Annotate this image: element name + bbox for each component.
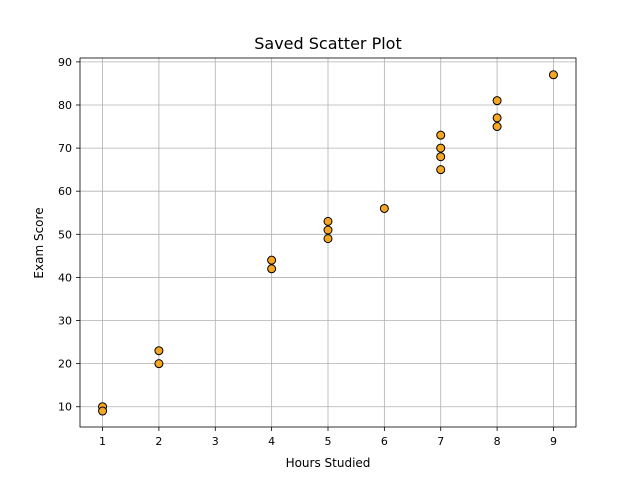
scatter-point — [436, 165, 446, 175]
scatter-point — [323, 225, 333, 235]
y-tick-label: 10 — [58, 401, 72, 414]
scatter-point — [154, 346, 164, 356]
scatter-point — [98, 406, 108, 416]
x-tick-label: 5 — [325, 435, 332, 448]
y-tick-label: 20 — [58, 358, 72, 371]
y-tick-label: 50 — [58, 228, 72, 241]
x-tick-label: 3 — [212, 435, 219, 448]
scatter-point — [267, 264, 277, 274]
x-tick-label: 4 — [268, 435, 275, 448]
scatter-point — [492, 113, 502, 123]
y-tick-label: 70 — [58, 142, 72, 155]
y-tick-label: 60 — [58, 185, 72, 198]
x-tick-label: 7 — [437, 435, 444, 448]
y-tick-label: 40 — [58, 271, 72, 284]
scatter-point — [492, 96, 502, 106]
scatter-point — [436, 152, 446, 162]
y-axis-label: Exam Score — [32, 207, 46, 278]
y-axis-ticks: 10 20 30 40 50 60 70 80 90 — [58, 56, 80, 414]
x-tick-label: 2 — [155, 435, 162, 448]
x-tick-label: 1 — [99, 435, 106, 448]
scatter-point — [436, 143, 446, 153]
data-points — [98, 70, 558, 416]
scatter-point — [436, 130, 446, 140]
chart-title: Saved Scatter Plot — [254, 34, 401, 53]
scatter-point — [548, 70, 558, 80]
x-axis-ticks: 1 2 3 4 5 6 7 8 9 — [99, 427, 557, 448]
x-tick-label: 9 — [550, 435, 557, 448]
x-tick-label: 8 — [494, 435, 501, 448]
y-tick-label: 80 — [58, 99, 72, 112]
x-axis-label: Hours Studied — [286, 456, 371, 470]
scatter-point — [154, 359, 164, 369]
y-tick-label: 30 — [58, 315, 72, 328]
scatter-point — [379, 203, 389, 213]
scatter-point — [492, 122, 502, 132]
scatter-point — [267, 255, 277, 265]
scatter-point — [323, 234, 333, 244]
x-tick-label: 6 — [381, 435, 388, 448]
scatter-point — [323, 216, 333, 226]
y-tick-label: 90 — [58, 56, 72, 69]
